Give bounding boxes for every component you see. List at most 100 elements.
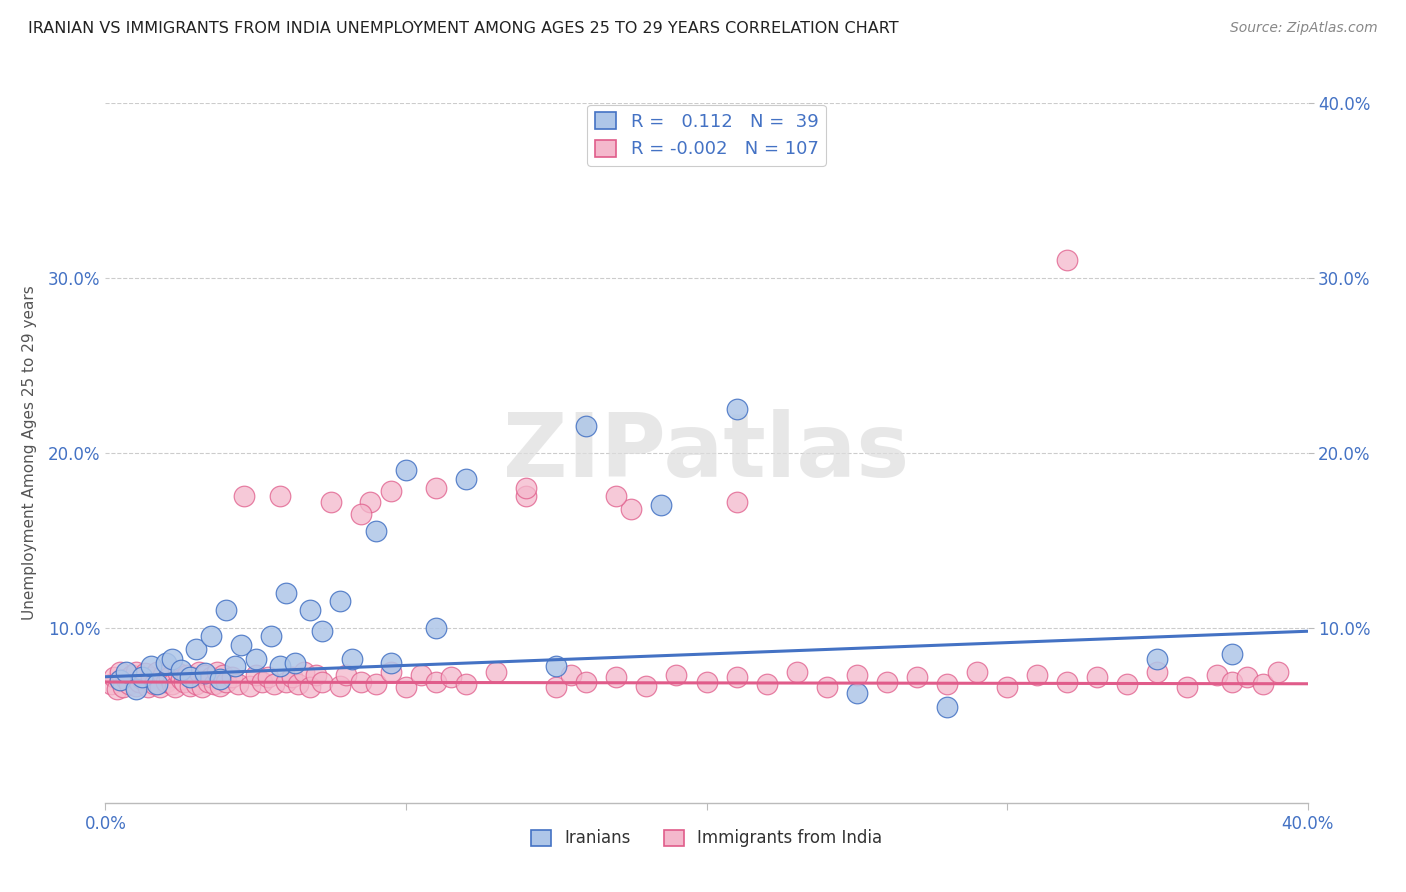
Point: [1056, 253, 1078, 268]
Point: [281, 670, 304, 684]
Point: [200, 630, 222, 644]
Point: [205, 665, 228, 679]
Point: [335, 668, 357, 682]
Point: [936, 677, 959, 691]
Point: [139, 659, 162, 673]
Point: [1251, 677, 1274, 691]
Point: [229, 638, 252, 652]
Point: [110, 673, 132, 688]
Point: [169, 672, 191, 686]
Point: [725, 494, 748, 508]
Point: [515, 490, 537, 504]
Point: [380, 484, 402, 499]
Point: [245, 652, 267, 666]
Point: [845, 668, 868, 682]
Point: [1085, 670, 1108, 684]
Point: [110, 673, 132, 688]
Point: [184, 641, 207, 656]
Point: [665, 668, 688, 682]
Point: [142, 677, 165, 691]
Point: [124, 665, 146, 679]
Point: [134, 666, 156, 681]
Point: [936, 699, 959, 714]
Legend: Iranians, Immigrants from India: Iranians, Immigrants from India: [524, 822, 889, 854]
Point: [905, 670, 928, 684]
Point: [224, 659, 246, 673]
Point: [194, 666, 217, 681]
Point: [620, 501, 643, 516]
Point: [329, 594, 352, 608]
Point: [179, 679, 201, 693]
Point: [202, 677, 225, 691]
Point: [1222, 675, 1244, 690]
Point: [190, 680, 212, 694]
Point: [995, 680, 1018, 694]
Point: [124, 679, 146, 693]
Y-axis label: Unemployment Among Ages 25 to 29 years: Unemployment Among Ages 25 to 29 years: [22, 285, 37, 620]
Point: [845, 685, 868, 699]
Point: [1236, 670, 1258, 684]
Point: [298, 680, 321, 694]
Point: [395, 680, 418, 694]
Point: [115, 665, 138, 679]
Point: [160, 652, 183, 666]
Point: [269, 659, 291, 673]
Point: [786, 665, 808, 679]
Point: [181, 670, 204, 684]
Point: [103, 670, 125, 684]
Point: [440, 670, 463, 684]
Point: [755, 677, 778, 691]
Point: [364, 524, 387, 539]
Point: [208, 679, 231, 693]
Point: [169, 663, 191, 677]
Point: [214, 675, 236, 690]
Point: [1267, 665, 1289, 679]
Point: [560, 668, 582, 682]
Point: [208, 672, 231, 686]
Point: [256, 670, 278, 684]
Point: [211, 668, 233, 682]
Point: [179, 670, 201, 684]
Point: [456, 677, 478, 691]
Point: [187, 665, 209, 679]
Point: [1056, 675, 1078, 690]
Point: [1222, 647, 1244, 661]
Point: [245, 668, 267, 682]
Point: [1116, 677, 1139, 691]
Text: Source: ZipAtlas.com: Source: ZipAtlas.com: [1230, 21, 1378, 35]
Point: [546, 680, 568, 694]
Point: [292, 665, 315, 679]
Point: [575, 675, 598, 690]
Point: [155, 675, 177, 690]
Point: [131, 670, 153, 684]
Point: [112, 680, 135, 694]
Point: [636, 679, 658, 693]
Point: [311, 624, 333, 639]
Point: [107, 681, 129, 696]
Point: [425, 481, 447, 495]
Text: ZIPatlas: ZIPatlas: [503, 409, 910, 496]
Point: [274, 675, 297, 690]
Point: [425, 675, 447, 690]
Point: [359, 494, 381, 508]
Point: [148, 680, 170, 694]
Point: [250, 675, 273, 690]
Point: [1206, 668, 1229, 682]
Point: [160, 677, 183, 691]
Point: [197, 675, 219, 690]
Point: [340, 652, 363, 666]
Point: [725, 670, 748, 684]
Text: IRANIAN VS IMMIGRANTS FROM INDIA UNEMPLOYMENT AMONG AGES 25 TO 29 YEARS CORRELAT: IRANIAN VS IMMIGRANTS FROM INDIA UNEMPLO…: [28, 21, 898, 36]
Point: [145, 677, 167, 691]
Point: [131, 672, 153, 686]
Point: [221, 670, 243, 684]
Point: [515, 481, 537, 495]
Point: [305, 668, 328, 682]
Point: [650, 498, 672, 512]
Point: [815, 680, 838, 694]
Point: [350, 675, 373, 690]
Point: [575, 419, 598, 434]
Point: [166, 666, 188, 681]
Point: [409, 668, 432, 682]
Point: [395, 463, 418, 477]
